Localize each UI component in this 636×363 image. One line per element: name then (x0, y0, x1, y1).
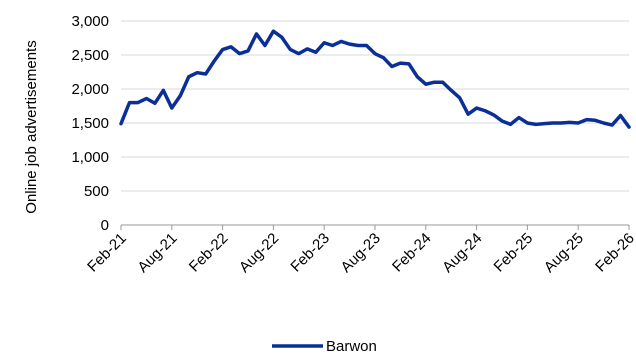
x-tick-label: Feb-22 (186, 230, 232, 276)
x-tick-label: Aug-23 (338, 230, 384, 276)
y-axis-title: Online job advertisements (23, 40, 40, 213)
y-tick-label: 500 (84, 183, 109, 200)
y-tick-label: 2,500 (71, 47, 109, 64)
series-line-barwon (119, 29, 631, 129)
y-tick-label: 3,000 (71, 13, 109, 30)
gridlines (121, 20, 629, 192)
x-tick-label: Feb-24 (389, 230, 435, 276)
x-tick-label: Aug-25 (541, 230, 587, 276)
x-tick-label: Aug-21 (134, 230, 180, 276)
x-tick-label: Feb-26 (592, 230, 636, 276)
legend-label-barwon: Barwon (326, 338, 377, 355)
x-tick-label: Feb-23 (287, 230, 333, 276)
y-tick-label: 0 (101, 217, 109, 234)
y-axis-ticks: 0 500 1,000 1,500 2,000 2,500 3,000 (71, 13, 109, 234)
y-tick-label: 2,000 (71, 81, 109, 98)
y-tick-label: 1,500 (71, 115, 109, 132)
x-axis-ticks: Feb-21 Aug-21 Feb-22 Aug-22 Feb-23 Aug-23 Feb-… (84, 225, 636, 276)
legend: Barwon (272, 338, 377, 355)
x-tick-label: Feb-21 (84, 230, 130, 276)
x-tick-label: Feb-25 (491, 230, 537, 276)
y-tick-label: 1,000 (71, 149, 109, 166)
x-tick-label: Aug-24 (439, 230, 485, 276)
x-tick-label: Aug-22 (236, 230, 282, 276)
